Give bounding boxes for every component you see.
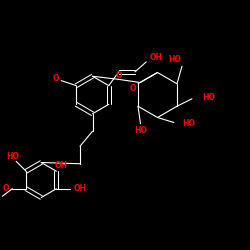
Text: HO: HO [182,119,196,128]
Text: O: O [52,74,59,83]
Text: HO: HO [202,93,215,102]
Text: OH: OH [54,160,68,170]
Text: O: O [2,184,9,193]
Text: HO: HO [134,126,147,134]
Text: O: O [116,71,122,80]
Text: HO: HO [6,152,19,161]
Text: OH: OH [74,184,87,193]
Text: OH: OH [150,53,163,62]
Text: HO: HO [168,56,181,64]
Text: O: O [129,84,136,92]
